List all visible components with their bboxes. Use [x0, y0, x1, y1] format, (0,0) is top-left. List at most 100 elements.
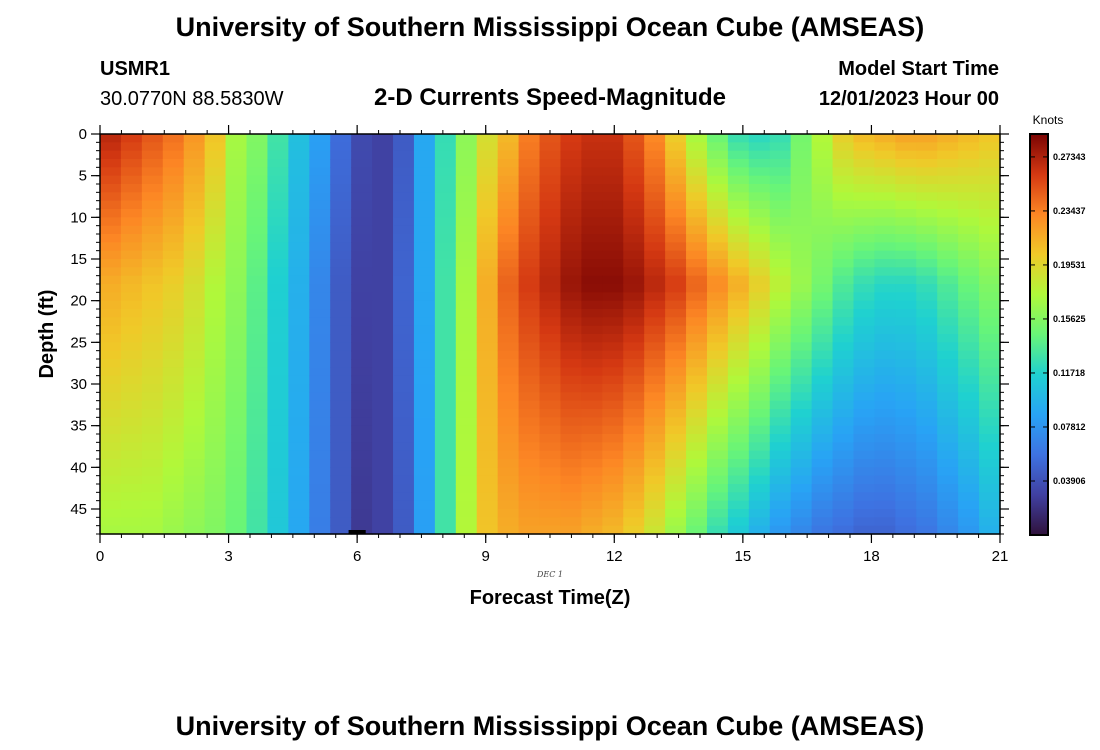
heatmap-cell [727, 525, 750, 535]
heatmap-cell [665, 159, 687, 168]
heatmap-cell [581, 334, 603, 343]
heatmap-cell [916, 517, 938, 527]
heatmap-cell [330, 392, 352, 402]
heatmap-cell [225, 142, 248, 152]
heatmap-cell [748, 309, 771, 318]
heatmap-cell [393, 459, 415, 468]
heatmap-cell [623, 484, 645, 493]
heatmap-cell [874, 209, 896, 218]
heatmap-cell [372, 392, 394, 402]
heatmap-cell [727, 284, 750, 293]
heatmap-cell [204, 150, 227, 160]
heatmap-cell [183, 159, 206, 168]
heatmap-cell [853, 342, 876, 352]
station-coordinates: 30.0770N 88.5830W [100, 88, 284, 110]
heatmap-cell [769, 492, 792, 502]
heatmap-cell [895, 200, 917, 210]
heatmap-cell [811, 267, 834, 277]
heatmap-cell [141, 359, 164, 368]
heatmap-cell [183, 342, 206, 352]
heatmap-cell [204, 467, 227, 477]
heatmap-cell [434, 309, 457, 318]
heatmap-cell [120, 225, 143, 235]
heatmap-cell [623, 317, 645, 327]
heatmap-cell [413, 500, 436, 510]
heatmap-cell [393, 375, 415, 385]
heatmap-cell [769, 142, 792, 152]
heatmap-cell [476, 475, 499, 485]
heatmap-cell [790, 334, 813, 343]
heatmap-cell [644, 142, 666, 152]
heatmap-cell [811, 492, 834, 502]
heatmap-cell [790, 242, 813, 252]
heatmap-cell [267, 267, 289, 277]
heatmap-cell [288, 234, 310, 243]
heatmap-cell [748, 200, 771, 210]
heatmap-cell [937, 192, 959, 202]
heatmap-cell [518, 134, 541, 143]
heatmap-cell [455, 259, 478, 268]
heatmap-cell [748, 367, 771, 377]
heatmap-cell [790, 184, 813, 193]
heatmap-cell [748, 409, 771, 418]
heatmap-cell [518, 259, 541, 268]
heatmap-cell [706, 392, 729, 402]
heatmap-cell [602, 142, 624, 152]
heatmap-cell [581, 509, 603, 518]
heatmap-cell [246, 325, 269, 335]
heatmap-cell [874, 492, 896, 502]
heatmap-cell [811, 500, 834, 510]
heatmap-cell [455, 492, 478, 502]
heatmap-cell [706, 367, 729, 377]
heatmap-cell [141, 259, 164, 268]
heatmap-cell [372, 409, 394, 418]
heatmap-cell [309, 334, 331, 343]
heatmap-cell [183, 509, 206, 518]
heatmap-cell [309, 475, 331, 485]
model-start-label: Model Start Time [838, 58, 999, 80]
heatmap-cell [623, 492, 645, 502]
heatmap-cell [162, 484, 185, 493]
heatmap-cell [581, 442, 603, 452]
heatmap-cell [204, 250, 227, 260]
heatmap-cell [267, 425, 289, 435]
heatmap-cell [895, 450, 917, 460]
heatmap-cell [351, 475, 373, 485]
heatmap-cell [351, 259, 373, 268]
heatmap-cell [288, 375, 310, 385]
heatmap-cell [434, 375, 457, 385]
heatmap-cell [372, 217, 394, 227]
heatmap-cell [727, 375, 750, 385]
heatmap-cell [455, 425, 478, 435]
heatmap-cell [539, 417, 562, 427]
heatmap-cell [602, 334, 624, 343]
heatmap-cell [644, 225, 666, 235]
heatmap-cell [727, 217, 750, 227]
heatmap-cell [539, 250, 562, 260]
heatmap-cell [434, 367, 457, 377]
heatmap-cell [790, 525, 813, 535]
heatmap-cell [581, 250, 603, 260]
heatmap-cell [937, 267, 959, 277]
heatmap-cell [895, 142, 917, 152]
heatmap-cell [288, 525, 310, 535]
heatmap-cell [874, 150, 896, 160]
heatmap-cell [267, 217, 289, 227]
heatmap-cell [979, 367, 1001, 377]
heatmap-cell [246, 500, 269, 510]
heatmap-cell [895, 134, 917, 143]
y-tick-label: 0 [79, 126, 87, 143]
heatmap-cell [790, 350, 813, 360]
heatmap-cell [748, 475, 771, 485]
heatmap-cell [246, 200, 269, 210]
heatmap-cell [518, 309, 541, 318]
heatmap-cell [937, 450, 959, 460]
heatmap-cell [330, 159, 352, 168]
heatmap-cell [539, 134, 562, 143]
heatmap-cell [183, 192, 206, 202]
heatmap-cell [267, 275, 289, 285]
heatmap-cell [560, 267, 582, 277]
heatmap-cell [246, 334, 269, 343]
heatmap-cell [895, 175, 917, 185]
heatmap-cell [330, 525, 352, 535]
